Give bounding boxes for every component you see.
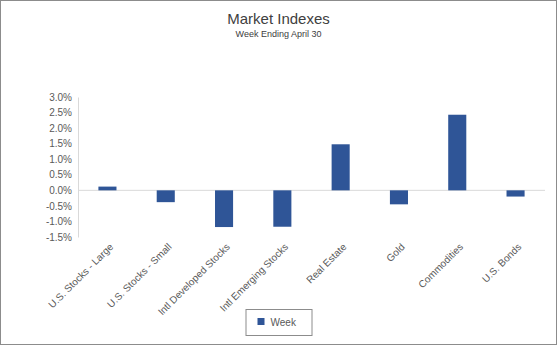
x-tick: Real Estate [304,237,349,285]
bar [273,190,291,226]
y-tick: 2.5% [49,107,78,118]
x-tick: U.S. Stocks - Large [46,237,115,310]
legend: Week [246,310,312,336]
x-tick-label: Real Estate [304,241,349,286]
y-axis: -1.5% -1.0% -0.5% 0.0% 0.5% 1.0% 1.5% 2.0% 2.5% 3… [46,92,79,243]
y-tick: 1.0% [49,154,78,165]
y-tick-label: 2.0% [49,123,72,134]
bar [157,190,175,202]
x-tick-label: Gold [384,241,407,264]
y-tick-label: 1.0% [49,154,72,165]
y-tick-label: 0.5% [49,169,72,180]
subtitle: Week Ending April 30 [236,29,322,39]
x-tick-label: Intl Emerging Stocks [218,241,291,314]
y-tick: -1.0% [46,216,78,227]
x-tick: U.S. Bonds [480,237,524,285]
y-tick-label: -1.0% [46,216,72,227]
bar [448,115,466,191]
x-tick-label: U.S. Stocks - Small [105,241,174,310]
x-tick-label: Commodities [416,241,465,290]
legend-swatch [258,318,265,325]
x-tick: Gold [384,237,407,264]
x-tick-label: U.S. Bonds [480,241,524,285]
zero-line [78,190,545,191]
y-tick: 0.5% [49,169,78,180]
y-axis-line [78,98,79,238]
x-tick: Intl Emerging Stocks [218,237,291,314]
bar [98,187,116,191]
bar [507,190,525,196]
y-tick: -0.5% [46,201,78,212]
legend-box [246,310,312,336]
bars [98,115,524,227]
y-tick-label: 3.0% [49,92,72,103]
title: Market Indexes [227,10,330,27]
bar [215,190,233,227]
y-tick-label: 2.5% [49,107,72,118]
legend-label: Week [271,317,297,328]
x-axis: U.S. Stocks - LargeU.S. Stocks - Small In… [46,237,523,317]
y-tick: 0.0% [49,185,78,196]
chart: Market IndexesWeek Ending April 30-1.5%-… [0,0,557,345]
y-tick-label: -0.5% [46,201,72,212]
y-tick-label: -1.5% [46,232,72,243]
y-tick: -1.5% [46,232,78,243]
y-tick: 3.0% [49,92,78,103]
x-tick-label: U.S. Stocks - Large [46,241,115,310]
bar [390,190,408,204]
y-tick: 1.5% [49,138,78,149]
y-tick: 2.0% [49,123,78,134]
y-tick-label: 0.0% [49,185,72,196]
x-tick: U.S. Stocks - Small [105,237,174,310]
bar [332,144,350,190]
y-tick-label: 1.5% [49,138,72,149]
x-tick: Commodities [416,237,465,290]
chart-border [1,1,557,345]
plot: -1.5% -1.0% -0.5% 0.0% 0.5% 1.0% 1.5% 2.0% 2.5% 3… [46,92,545,318]
